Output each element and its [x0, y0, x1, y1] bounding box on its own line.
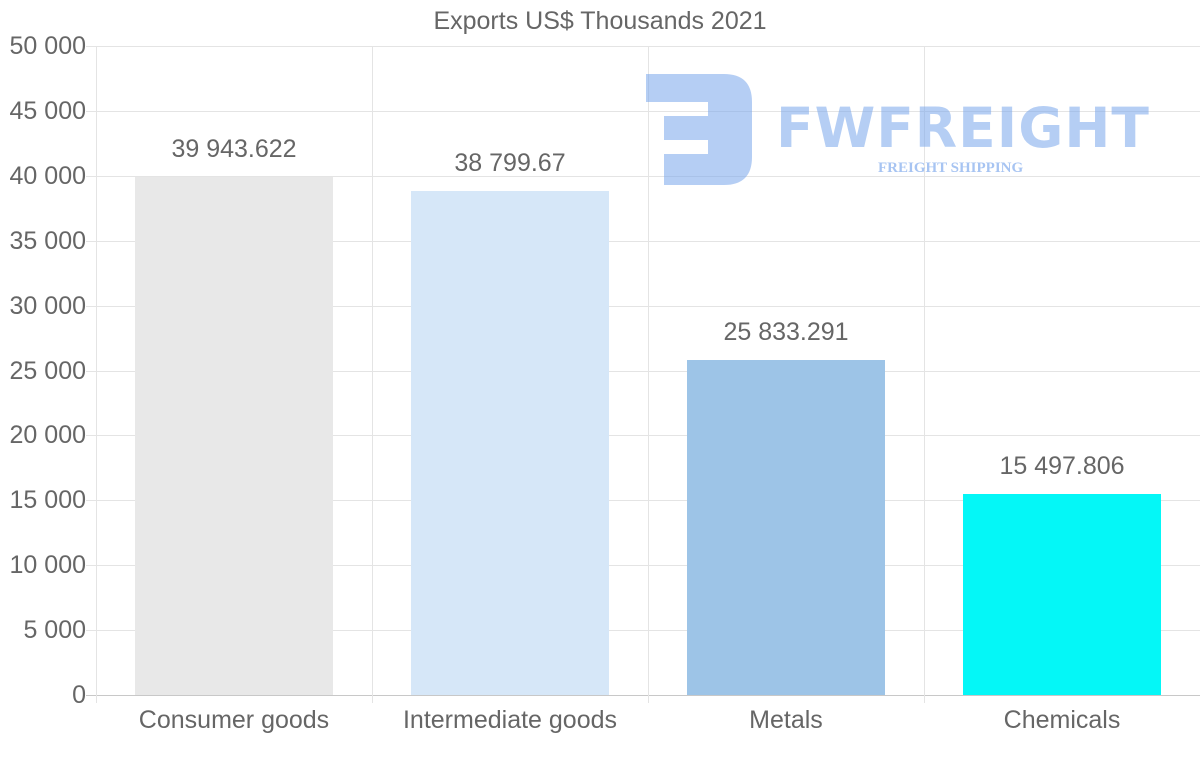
- x-tick-label: Metals: [749, 706, 823, 734]
- gridline-v: [924, 46, 925, 703]
- y-tick-label: 45 000: [9, 96, 86, 125]
- y-tick-label: 15 000: [9, 486, 86, 515]
- gridline-h: [86, 500, 1200, 501]
- gridline-h: [86, 435, 1200, 436]
- bar-intermediate-goods[interactable]: [411, 191, 609, 695]
- bar-consumer-goods[interactable]: [135, 176, 333, 695]
- gridline-h: [86, 565, 1200, 566]
- gridline-h: [86, 630, 1200, 631]
- gridline-h: [86, 176, 1200, 177]
- gridline-h: [86, 371, 1200, 372]
- y-tick-label: 0: [72, 681, 86, 709]
- y-tick-label: 50 000: [9, 32, 86, 60]
- gridline-h: [86, 695, 1200, 696]
- bar-metals[interactable]: [687, 359, 885, 695]
- gridline-h: [86, 46, 1200, 47]
- plot-area: 39 943.622 38 799.67 25 833.291 15 497.806: [86, 46, 1200, 703]
- bar-value-label: 25 833.291: [723, 317, 849, 346]
- x-tick-label: Consumer goods: [138, 706, 330, 734]
- y-tick-label: 5 000: [23, 616, 86, 645]
- bar-chemicals[interactable]: [963, 493, 1161, 695]
- bar-value-label: 38 799.67: [454, 149, 566, 178]
- x-tick-label: Chemicals: [1003, 706, 1121, 734]
- y-tick-label: 25 000: [9, 356, 86, 385]
- bar-value-label: 39 943.622: [171, 134, 297, 163]
- gridline-v: [96, 46, 97, 703]
- gridline-v: [648, 46, 649, 703]
- y-tick-label: 30 000: [9, 291, 86, 320]
- y-tick-label: 35 000: [9, 226, 86, 255]
- x-tick-label: Intermediate goods: [402, 706, 618, 734]
- gridline-h: [86, 111, 1200, 112]
- y-tick-label: 20 000: [9, 421, 86, 450]
- y-tick-label: 10 000: [9, 551, 86, 580]
- y-tick-label: 40 000: [9, 161, 86, 190]
- gridline-h: [86, 241, 1200, 242]
- chart-title: Exports US$ Thousands 2021: [433, 7, 767, 35]
- gridline-v: [372, 46, 373, 703]
- bar-value-label: 15 497.806: [999, 451, 1125, 480]
- gridline-h: [86, 306, 1200, 307]
